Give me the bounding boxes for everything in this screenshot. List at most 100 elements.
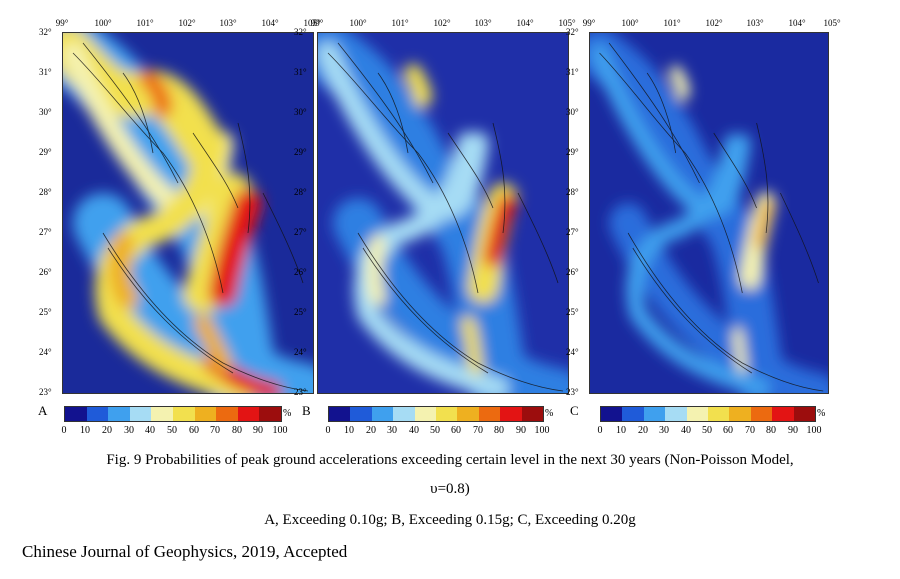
colorbar-swatch: [237, 407, 260, 421]
lon-tick: 101°: [663, 18, 681, 28]
colorbar: [64, 406, 282, 422]
colorbar-tick: 90: [253, 425, 263, 436]
lat-tick: 31°: [566, 67, 579, 77]
panel-b: 99° 100° 101° 102° 103° 104° 105° 32° 31…: [294, 18, 585, 458]
colorbar-tick: 10: [80, 425, 90, 436]
colorbar-tick: 90: [788, 425, 798, 436]
colorbar-tick: 0: [325, 425, 331, 436]
lon-tick: 99°: [310, 18, 324, 28]
colorbar-swatch: [129, 407, 152, 421]
colorbar-tick: 10: [344, 425, 354, 436]
colorbar-tick: 50: [702, 425, 712, 436]
panel-letter: C: [570, 403, 579, 418]
lat-tick: 26°: [294, 267, 307, 277]
lat-tick: 25°: [294, 307, 307, 317]
longitude-axis: 99° 100° 101° 102° 103° 104° 105°: [40, 18, 330, 32]
colorbar-swatch: [500, 407, 522, 421]
colorbar-swatch: [478, 407, 501, 421]
colorbar-swatch: [772, 407, 794, 421]
colorbar-tick: 90: [516, 425, 526, 436]
colorbar-tick: 20: [102, 425, 112, 436]
lon-tick: 103°: [746, 18, 764, 28]
lat-tick: 32°: [294, 27, 307, 37]
colorbar-tick: 50: [167, 425, 177, 436]
colorbar-swatch: [793, 407, 816, 421]
colorbar-swatch: [86, 407, 109, 421]
colorbar-swatch: [194, 407, 217, 421]
colorbar-tick: 60: [189, 425, 199, 436]
lat-tick: 23°: [39, 387, 52, 397]
colorbar-swatch: [643, 407, 666, 421]
colorbar-swatch: [65, 407, 87, 421]
lat-tick: 24°: [294, 347, 307, 357]
colorbar-swatch: [172, 407, 195, 421]
figure-caption-line2: υ=0.8): [430, 481, 470, 497]
lat-tick: 26°: [39, 267, 52, 277]
colorbar-tick: 30: [387, 425, 397, 436]
panel-c: 99° 100° 101° 102° 103° 104° 105° 32° 31…: [566, 18, 857, 458]
figure-caption-line3: A, Exceeding 0.10g; B, Exceeding 0.15g; …: [264, 512, 636, 528]
colorbar-swatch: [457, 407, 479, 421]
colorbar-unit: %: [817, 408, 826, 419]
colorbar-swatch: [729, 407, 751, 421]
lon-tick: 105°: [558, 18, 576, 28]
lat-tick: 29°: [566, 147, 579, 157]
colorbar-tick: 30: [659, 425, 669, 436]
colorbar-tick: 20: [638, 425, 648, 436]
panel-letter: A: [38, 403, 48, 418]
colorbar-tick: 40: [145, 425, 155, 436]
colorbar-swatch: [350, 407, 372, 421]
lat-tick: 28°: [294, 187, 307, 197]
lat-tick: 28°: [39, 187, 52, 197]
longitude-axis: 99° 100° 101° 102° 103° 104° 105°: [567, 18, 857, 32]
lat-tick: 25°: [566, 307, 579, 317]
hazard-map-b: [317, 32, 569, 394]
colorbar-swatch: [371, 407, 394, 421]
lat-tick: 29°: [294, 147, 307, 157]
lat-tick: 31°: [294, 67, 307, 77]
colorbar-swatch: [414, 407, 437, 421]
panel-a: 99° 100° 101° 102° 103° 104° 105° 32° 31…: [38, 18, 330, 458]
lon-tick: 101°: [391, 18, 409, 28]
colorbar-tick: 80: [766, 425, 776, 436]
colorbar-swatch: [601, 407, 623, 421]
lon-tick: 100°: [621, 18, 639, 28]
colorbar-tick: 0: [597, 425, 603, 436]
colorbar-tick: 60: [723, 425, 733, 436]
colorbar-tick: 70: [745, 425, 755, 436]
lat-tick: 27°: [294, 227, 307, 237]
lon-tick: 105°: [823, 18, 841, 28]
colorbar-tick: 30: [124, 425, 134, 436]
colorbar-tick: 20: [366, 425, 376, 436]
lat-tick: 24°: [566, 347, 579, 357]
lon-tick: 101°: [136, 18, 154, 28]
lat-tick: 24°: [39, 347, 52, 357]
colorbar-tick: 100: [534, 425, 550, 436]
colorbar-unit: %: [283, 408, 292, 419]
colorbar-swatch: [750, 407, 773, 421]
colorbar-swatch: [108, 407, 130, 421]
lat-tick: 30°: [39, 107, 52, 117]
lat-tick: 29°: [39, 147, 52, 157]
colorbar-swatch: [436, 407, 458, 421]
colorbar-tick: 40: [681, 425, 691, 436]
lat-tick: 32°: [566, 27, 579, 37]
colorbar-swatch: [521, 407, 544, 421]
journal-citation: Chinese Journal of Geophysics, 2019, Acc…: [22, 542, 348, 561]
figure-caption-line1: Fig. 9 Probabilities of peak ground acce…: [106, 452, 794, 468]
lon-tick: 100°: [94, 18, 112, 28]
lat-tick: 23°: [294, 387, 307, 397]
colorbar-swatch: [665, 407, 687, 421]
lat-tick: 27°: [39, 227, 52, 237]
hazard-map-c: [589, 32, 829, 394]
colorbar-swatch: [393, 407, 415, 421]
lat-tick: 32°: [39, 27, 52, 37]
hazard-map-a: [62, 32, 314, 394]
lon-tick: 102°: [705, 18, 723, 28]
lat-tick: 23°: [566, 387, 579, 397]
colorbar-tick: 10: [616, 425, 626, 436]
lon-tick: 104°: [516, 18, 534, 28]
lon-tick: 99°: [55, 18, 69, 28]
lon-tick: 105°: [303, 18, 321, 28]
colorbar-swatch: [686, 407, 709, 421]
